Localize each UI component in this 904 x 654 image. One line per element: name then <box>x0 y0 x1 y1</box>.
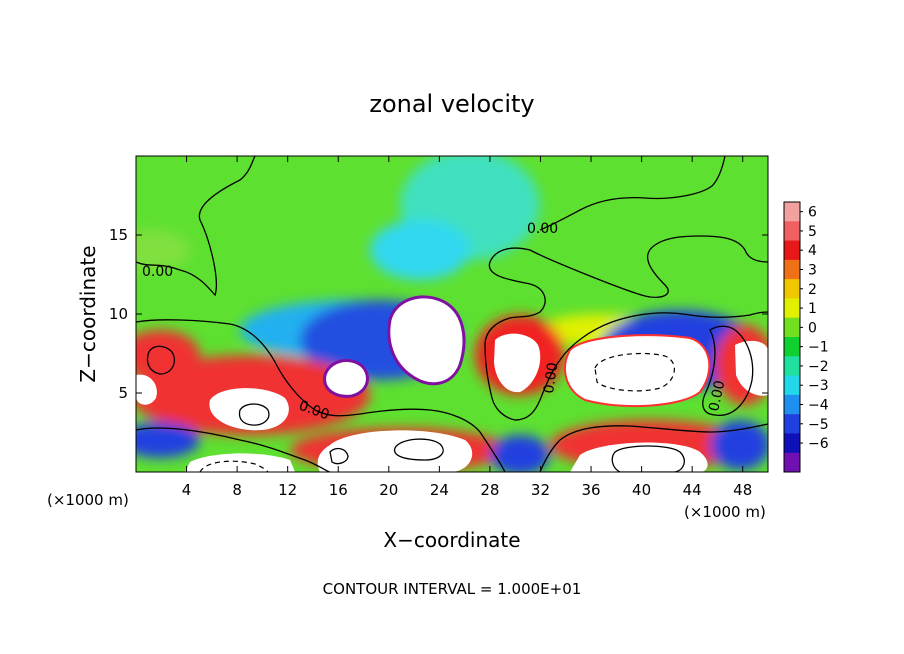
colorbar-swatch <box>784 433 800 454</box>
zero-contour-bottom-left <box>136 427 331 472</box>
zero-contour-left-loop <box>146 345 175 375</box>
colorbar-tick-label: −3 <box>808 378 829 394</box>
x-tick-label: 28 <box>480 481 499 499</box>
white-region-far-left <box>136 374 157 405</box>
colorbar-swatch <box>784 298 800 319</box>
chart-title: zonal velocity <box>369 90 534 118</box>
x-axis-label: X−coordinate <box>383 528 520 552</box>
white-region-bottom-right <box>570 442 708 472</box>
contour-label-5: 0.00 <box>706 379 728 413</box>
x-tick-label: 12 <box>278 481 297 499</box>
x-axis-ticks: 4 8 12 16 20 24 28 32 36 40 44 48 <box>182 156 752 499</box>
colorbar-tick-label: −5 <box>808 417 829 433</box>
plot-area: 0.00 0.00 0.00 0.00 0.00 <box>136 156 768 472</box>
colorbar-tick-label: −4 <box>808 398 829 414</box>
y-tick-label: 15 <box>109 226 128 244</box>
contour-label-4: 0.00 <box>541 361 561 394</box>
contour-interval-footer: CONTOUR INTERVAL = 1.000E+01 <box>323 580 582 598</box>
dashed-contour-right <box>594 352 675 392</box>
colorbar-swatch <box>784 356 800 377</box>
white-region-lower-left <box>209 388 289 431</box>
zero-contour-lower-band <box>136 319 506 472</box>
colorbar-swatch <box>784 202 800 222</box>
small-contour-2 <box>393 438 444 461</box>
dashed-contour-bottom-left <box>199 460 269 472</box>
x-tick-label: 8 <box>232 481 242 499</box>
small-contour-1 <box>238 403 270 426</box>
colorbar-tick-label: 2 <box>808 282 817 298</box>
zero-contour-bottom-mid <box>539 423 768 472</box>
colorbar-tick-label: 1 <box>808 301 817 317</box>
small-contour-4 <box>611 445 685 472</box>
white-region-left <box>323 359 369 398</box>
zero-contour-upper-left <box>136 156 256 297</box>
colorbar-swatch <box>784 279 800 299</box>
colorbar-swatch <box>784 221 800 242</box>
colorbar-tick-label: −1 <box>808 340 829 356</box>
x-tick-label: 20 <box>379 481 398 499</box>
colorbar-swatch <box>784 240 800 261</box>
zero-contour-upper-right <box>484 235 768 421</box>
contour-label-2: 0.00 <box>527 221 558 237</box>
colorbar-frame <box>783 201 801 473</box>
colorbar-tick-label: 6 <box>808 205 817 221</box>
colorbar-swatch <box>784 394 800 415</box>
colorbar-tick-label: 0 <box>808 320 817 336</box>
contour-label-1: 0.00 <box>142 264 173 280</box>
colorbar-swatch <box>784 414 800 434</box>
contour-lines <box>136 156 768 472</box>
white-region-center <box>387 295 466 386</box>
white-region-far-right <box>735 340 768 396</box>
x-tick-label: 36 <box>581 481 600 499</box>
colorbar-swatch <box>784 259 800 280</box>
colorbar-swatch <box>784 375 800 396</box>
y-tick-label: 5 <box>118 384 128 402</box>
x-unit-left: (×1000 m) <box>47 491 129 509</box>
zero-contour-right-loop <box>702 325 754 416</box>
colorbar-tick-label: −6 <box>808 436 829 452</box>
colorbar: 6 5 4 3 2 1 0 −1 −2 −3 −4 −5 −6 <box>783 201 829 473</box>
colorbar-tick-label: 4 <box>808 243 817 259</box>
colorbar-tick-label: 5 <box>808 224 817 240</box>
dashed-contours <box>199 352 675 472</box>
small-contour-3 <box>329 447 349 465</box>
colorbar-tick-label: 3 <box>808 263 817 279</box>
white-region-bottom-left <box>185 453 295 472</box>
x-unit-right: (×1000 m) <box>684 503 766 521</box>
x-tick-label: 32 <box>531 481 550 499</box>
colorbar-swatch <box>784 452 800 473</box>
white-region-mid <box>494 333 541 393</box>
x-tick-label: 24 <box>430 481 449 499</box>
x-tick-label: 48 <box>733 481 752 499</box>
colorbar-swatch <box>784 317 800 338</box>
x-tick-label: 4 <box>182 481 192 499</box>
x-tick-label: 16 <box>329 481 348 499</box>
white-region-right <box>564 334 711 408</box>
colorbar-tick-label: −2 <box>808 359 829 375</box>
y-tick-label: 10 <box>109 305 128 323</box>
y-axis-ticks: 5 10 15 <box>109 226 768 402</box>
y-axis-label: Z−coordinate <box>76 245 100 382</box>
x-tick-label: 40 <box>632 481 651 499</box>
colorbar-swatch <box>784 337 800 357</box>
zero-contour-top-right <box>539 156 726 231</box>
x-tick-label: 44 <box>683 481 702 499</box>
